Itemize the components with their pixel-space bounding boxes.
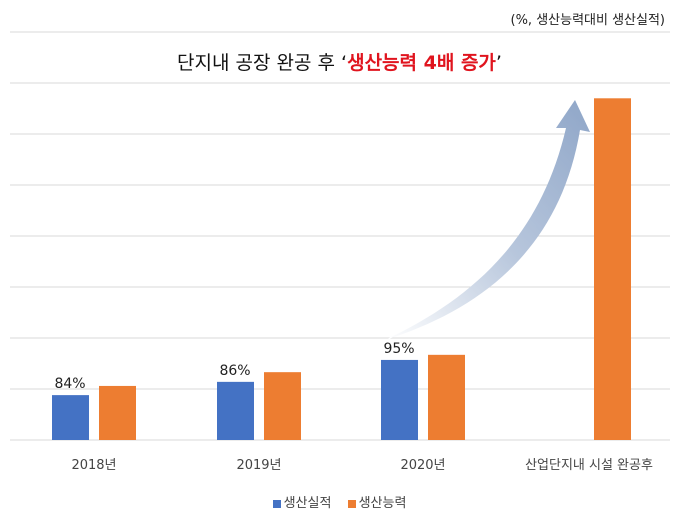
legend: 생산실적 생산능력 bbox=[0, 492, 679, 511]
title-main: 단지내 공장 완공 후 bbox=[177, 52, 342, 74]
data-label: 95% bbox=[383, 341, 414, 357]
chart-title: 단지내 공장 완공 후 ‘생산능력 4배 증가’ bbox=[177, 52, 502, 74]
bar-capacity bbox=[99, 385, 136, 440]
legend-swatch bbox=[272, 499, 281, 508]
bar-capacity bbox=[264, 372, 301, 440]
bar-actual bbox=[381, 359, 418, 440]
growth-arrow bbox=[385, 100, 590, 340]
bar-actual bbox=[217, 381, 254, 440]
x-tick-label: 산업단지내 시설 완공후 bbox=[525, 458, 653, 473]
bar-capacity bbox=[594, 98, 631, 441]
data-label: 86% bbox=[219, 363, 250, 379]
x-tick-label: 2020년 bbox=[400, 458, 445, 473]
bar-actual bbox=[52, 395, 89, 440]
bar-capacity bbox=[428, 354, 465, 440]
x-tick-label: 2018년 bbox=[71, 458, 116, 473]
unit-note: (%, 생산능력대비 생산실적) bbox=[510, 13, 666, 28]
data-label: 84% bbox=[54, 376, 85, 392]
legend-swatch bbox=[347, 499, 356, 508]
legend-item-actual: 생산실적 bbox=[272, 496, 331, 511]
x-tick-label: 2019년 bbox=[236, 458, 281, 473]
legend-item-capacity: 생산능력 bbox=[347, 496, 406, 511]
title-highlight: 생산능력 4배 증가 bbox=[347, 52, 496, 74]
